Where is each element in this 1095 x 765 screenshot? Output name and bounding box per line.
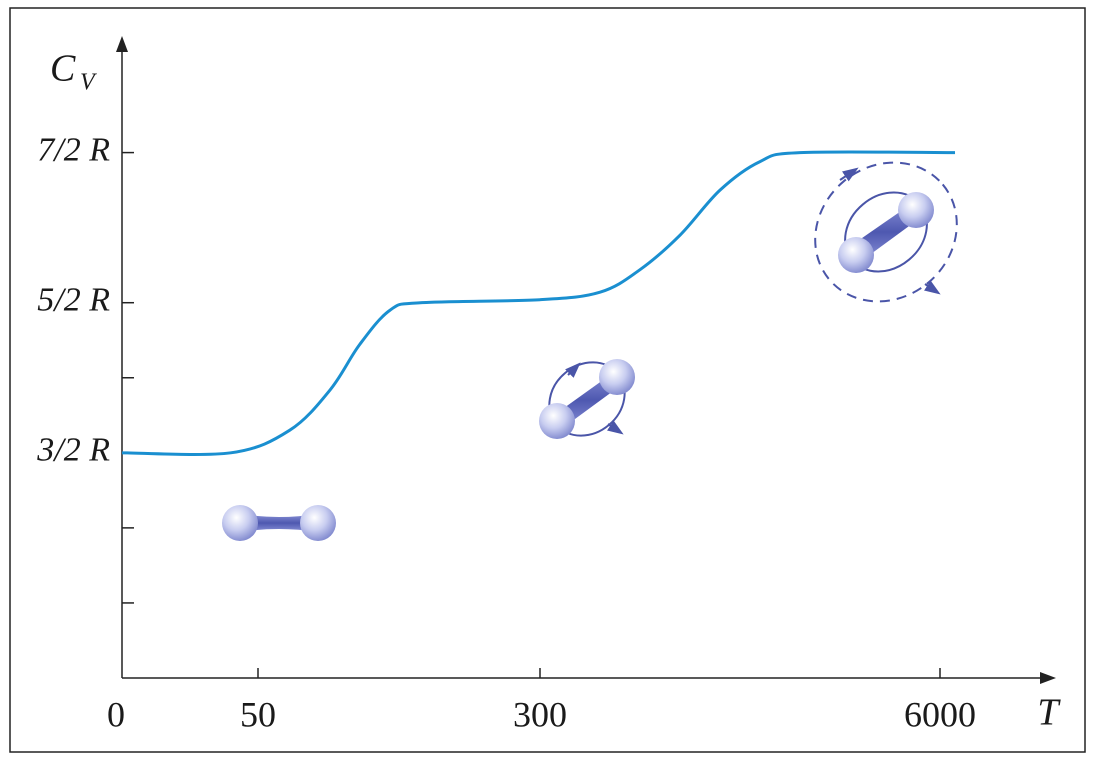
y-tick-label: 3/2 R bbox=[36, 432, 110, 469]
x-tick-label: 50 bbox=[240, 694, 276, 734]
y-tick-label: 5/2 R bbox=[37, 282, 110, 319]
molecule-translation bbox=[222, 505, 336, 541]
y-tick-label: 7/2 R bbox=[37, 131, 110, 168]
x-arrow bbox=[1040, 672, 1056, 684]
y-label: C bbox=[50, 48, 76, 90]
molecule-rotation bbox=[539, 359, 635, 439]
x-tick-label: 0 bbox=[107, 694, 125, 734]
frame bbox=[9, 7, 1086, 753]
x-tick-label: 300 bbox=[513, 694, 567, 734]
molecule-vibration bbox=[814, 161, 958, 303]
x-label: T bbox=[1037, 692, 1061, 734]
x-tick-label: 6000 bbox=[904, 694, 976, 734]
y-label-sub: V bbox=[80, 70, 97, 96]
y-arrow bbox=[116, 36, 128, 52]
curve bbox=[121, 150, 956, 456]
